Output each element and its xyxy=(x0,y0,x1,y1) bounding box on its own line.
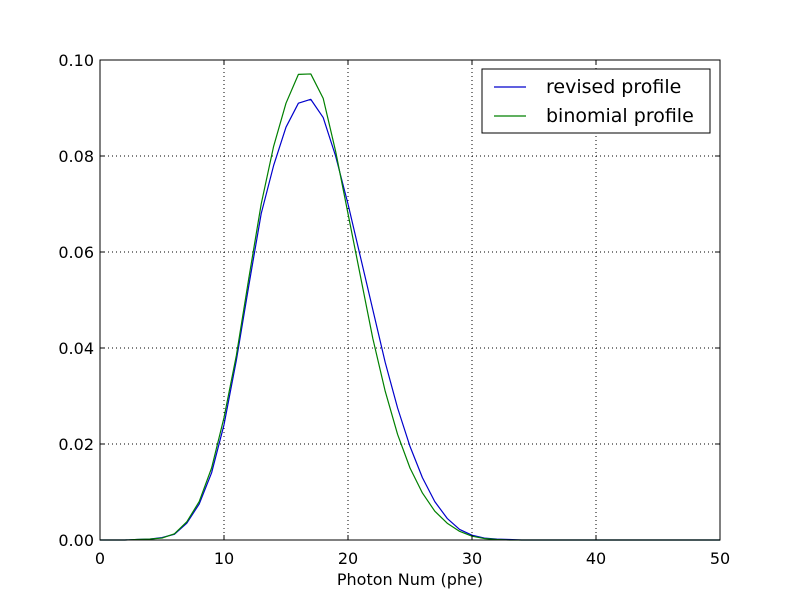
x-tick-label: 30 xyxy=(462,549,482,568)
y-tick-label: 0.04 xyxy=(58,339,94,358)
y-tick-label: 0.06 xyxy=(58,243,94,262)
tick-labels: 0 10 20 30 40 50 0.00 0.02 0.04 0.06 0.08 0.10 xyxy=(58,51,730,568)
legend-box xyxy=(481,68,711,134)
x-tick-label: 20 xyxy=(338,549,358,568)
y-tick-label: 0.10 xyxy=(58,51,94,70)
legend-label: revised profile xyxy=(546,76,681,98)
x-tick-label: 0 xyxy=(95,549,105,568)
y-tick-label: 0.02 xyxy=(58,435,94,454)
x-tick-label: 40 xyxy=(586,549,606,568)
y-tick-label: 0.08 xyxy=(58,147,94,166)
y-tick-label: 0.00 xyxy=(58,531,94,550)
x-axis-label: Photon Num (phe) xyxy=(337,570,483,589)
x-tick-label: 10 xyxy=(214,549,234,568)
x-tick-label: 50 xyxy=(710,549,730,568)
legend: revised profile binomial profile xyxy=(481,68,711,134)
plot-frame xyxy=(99,59,721,541)
grid-lines xyxy=(100,60,720,540)
axis-ticks xyxy=(99,59,721,541)
legend-label: binomial profile xyxy=(546,105,694,127)
